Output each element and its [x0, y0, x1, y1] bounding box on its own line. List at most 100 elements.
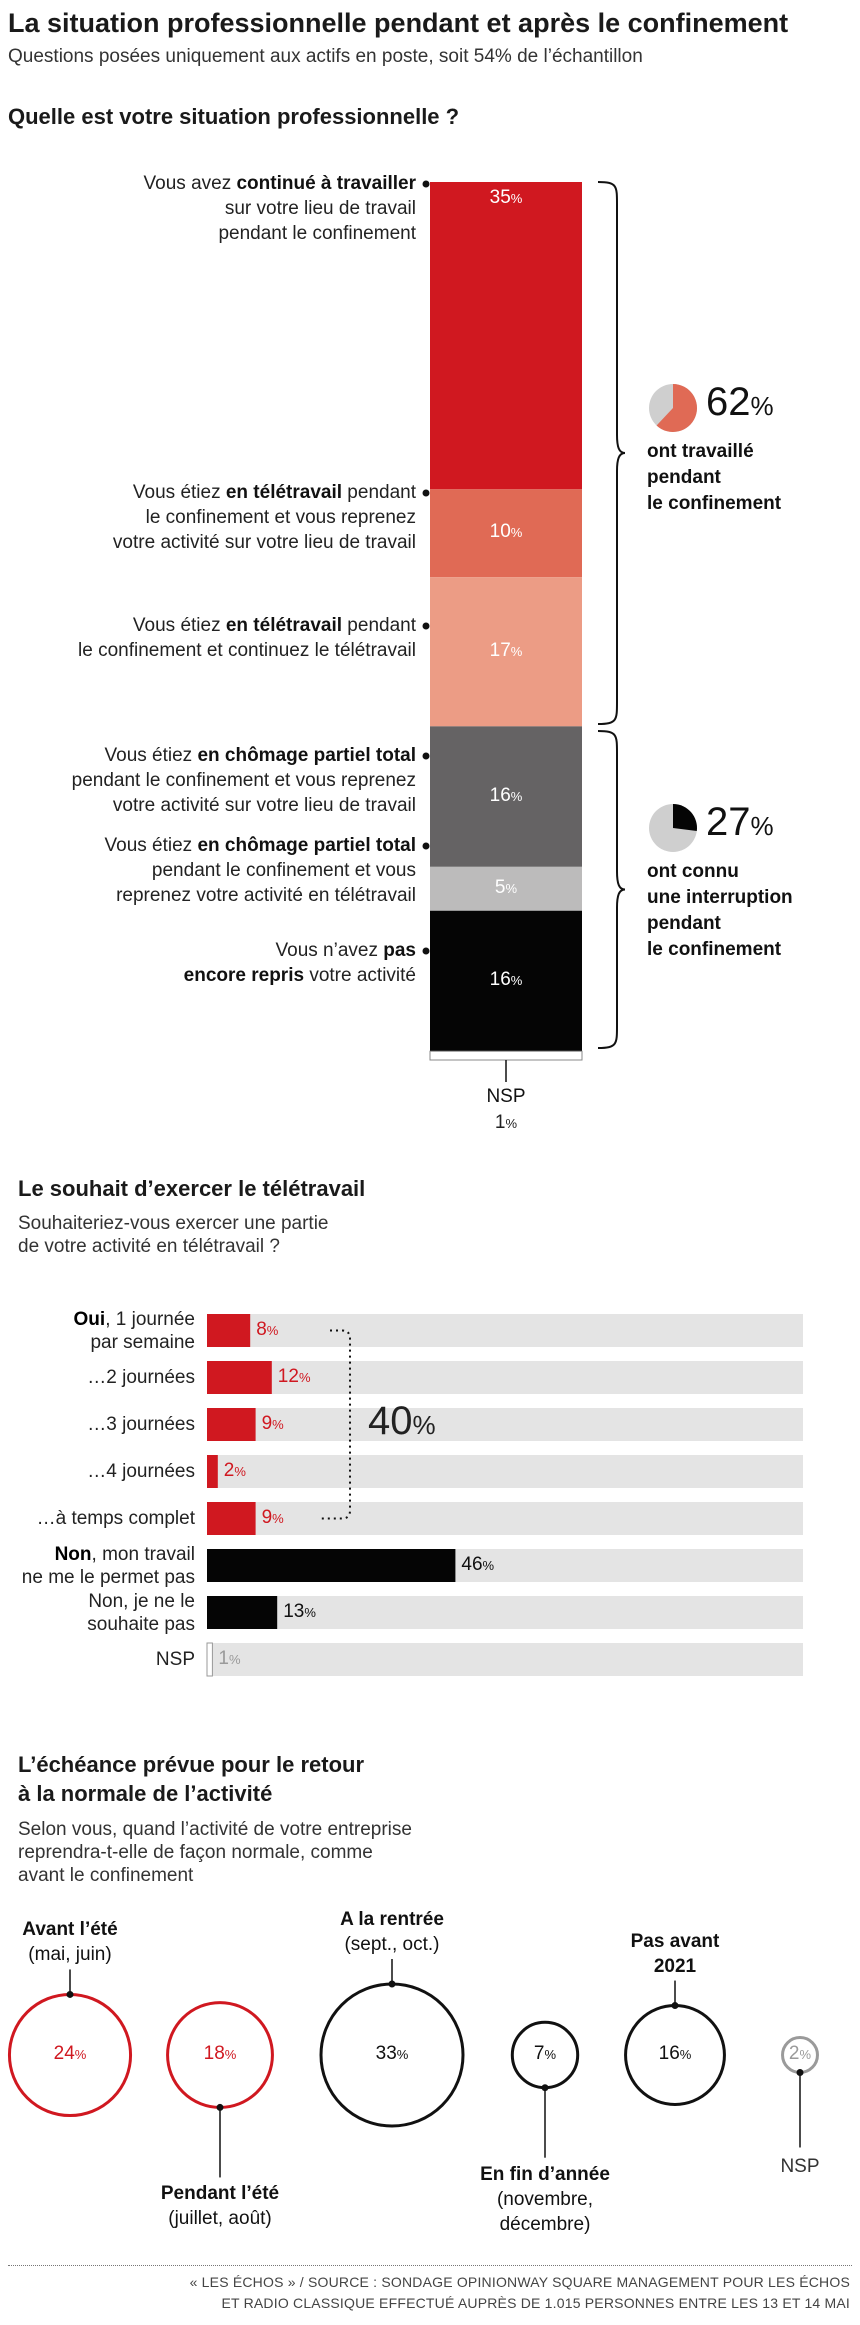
page-subtitle: Questions posées uniquement aux actifs e…: [8, 46, 643, 67]
segment-value: 5%: [430, 877, 582, 899]
value-number: 13: [283, 1600, 305, 1622]
percent-sign: %: [304, 1604, 316, 1620]
value-number: 33: [375, 2043, 397, 2064]
value-number: 2: [788, 2043, 800, 2064]
timeframe-detail: (sept., oct.): [344, 1934, 440, 1955]
segment-value: 17%: [430, 640, 582, 662]
percent-sign: %: [396, 2047, 409, 2062]
row-value: 1%: [218, 1648, 240, 1670]
leader-dot: [422, 947, 430, 955]
timeframe-detail: (juillet, août): [168, 2208, 272, 2230]
percent-sign: %: [224, 2047, 237, 2062]
stack-segment: [430, 577, 582, 727]
row-value: 9%: [262, 1507, 284, 1529]
nsp-label: NSP: [486, 1086, 526, 1107]
row-label: Oui, 1 journée par semaine: [73, 1308, 195, 1353]
leader-dot: [422, 842, 430, 850]
footer-line-1: « LES ÉCHOS » / SOURCE : SONDAGE OPINION…: [189, 2274, 850, 2290]
percent-sign: %: [412, 1409, 436, 1440]
section1-question: Quelle est votre situation professionnel…: [8, 104, 460, 129]
bar-track: [207, 1314, 803, 1347]
bar: [207, 1455, 218, 1488]
teletravail-chart: Oui, 1 journée par semaine 8% …2 journées 12…: [0, 1300, 860, 1700]
percent-sign: %: [272, 1510, 284, 1526]
row-value: 8%: [256, 1319, 278, 1341]
value-number: 16: [658, 2043, 680, 2064]
value-number: 8: [256, 1318, 267, 1340]
leader-dot: [541, 2084, 549, 2092]
page-title: La situation professionnelle pendant et …: [8, 8, 789, 38]
row-label: NSP: [155, 1648, 195, 1670]
leader-dot: [216, 2103, 224, 2111]
bar: [207, 1549, 456, 1582]
situation-label: Vous étiez en télétravail pendant le conf…: [78, 615, 416, 661]
percent-sign: %: [266, 1322, 279, 1338]
timeframe-label: A la rentrée (sept., oct.): [302, 1907, 482, 1957]
timeframe-label: Pas avant 2021: [585, 1929, 765, 1979]
circle-value: 18%: [180, 2043, 260, 2065]
timeframe-name: Pas avant 2021: [630, 1930, 720, 1977]
bar-track: [207, 1643, 803, 1676]
row-label: …3 journées: [87, 1413, 195, 1435]
row-value: 46%: [461, 1554, 494, 1576]
percent-sign: %: [482, 1557, 495, 1573]
group-value: 27%: [706, 800, 774, 845]
stack-segment: [429, 1050, 583, 1061]
value-number: 40: [368, 1398, 413, 1443]
value-number: 2: [223, 1459, 235, 1481]
bar-track: [207, 1455, 803, 1488]
row-value: 13%: [283, 1601, 316, 1623]
leader-dot: [422, 622, 430, 630]
value-number: 5: [494, 876, 506, 898]
value-number: 12: [277, 1365, 299, 1387]
value-number: 7: [533, 2043, 545, 2064]
situation-svg: [422, 180, 697, 1082]
stack-segment: [430, 489, 582, 578]
value-number: 35: [489, 187, 511, 208]
row-label: …2 journées: [87, 1366, 195, 1388]
leader-dot: [422, 180, 430, 188]
timeframe-name: En fin d’année: [480, 2163, 610, 2185]
group-description: ont connu une interruption pendant le confi…: [647, 861, 793, 960]
leader-dot: [388, 1980, 396, 1988]
segment-value: 16%: [430, 969, 582, 991]
row-value: 12%: [278, 1366, 311, 1388]
circle-value: 7%: [505, 2043, 585, 2065]
timeframe-label: Pendant l’été (juillet, août): [120, 2181, 320, 2231]
bar-track: [207, 1361, 803, 1394]
bar: [207, 1596, 278, 1629]
bar-track: [207, 1408, 803, 1441]
segment-value: 35%: [430, 187, 582, 209]
echeance-svg: [7, 1959, 819, 2178]
timeframe-name: Avant l’été: [22, 1919, 118, 1941]
timeframe-name: Pendant l’été: [160, 2183, 280, 2205]
percent-sign: %: [544, 2047, 557, 2062]
row-value: 9%: [262, 1413, 284, 1435]
stack-segment: [430, 182, 582, 490]
timeframe-detail: NSP: [780, 2156, 820, 2178]
situation-label: Vous étiez en chômage partiel total penda…: [71, 745, 416, 816]
percent-sign: %: [298, 1369, 311, 1385]
footer-divider: [8, 2265, 852, 2266]
brace-worked: [597, 181, 626, 725]
value-number: 1: [218, 1647, 229, 1669]
timeframe-label: Avant l’été (mai, juin): [0, 1917, 160, 1967]
segment-value: 16%: [430, 785, 582, 807]
circle-value: 16%: [635, 2043, 715, 2065]
value-number: 46: [461, 1553, 483, 1575]
leader-dot: [671, 2002, 679, 2010]
bar: [207, 1361, 272, 1394]
value-number: 9: [261, 1506, 273, 1528]
leader-dot: [66, 1990, 74, 1998]
row-label: Non, je ne le souhaite pas: [87, 1590, 195, 1635]
value-number: 10: [489, 521, 511, 543]
value-number: 16: [489, 784, 511, 806]
value-number: 18: [203, 2043, 225, 2064]
group-pie-slice: [673, 804, 697, 832]
bar: [207, 1502, 256, 1535]
teletravail-svg: [206, 1314, 803, 1677]
circle-value: 2%: [760, 2043, 840, 2065]
source-footer: « LES ÉCHOS » / SOURCE : SONDAGE OPINION…: [190, 2272, 850, 2314]
situation-label: Vous n’avez pas encore repris votre activ…: [183, 940, 416, 986]
percent-sign: %: [510, 972, 523, 988]
